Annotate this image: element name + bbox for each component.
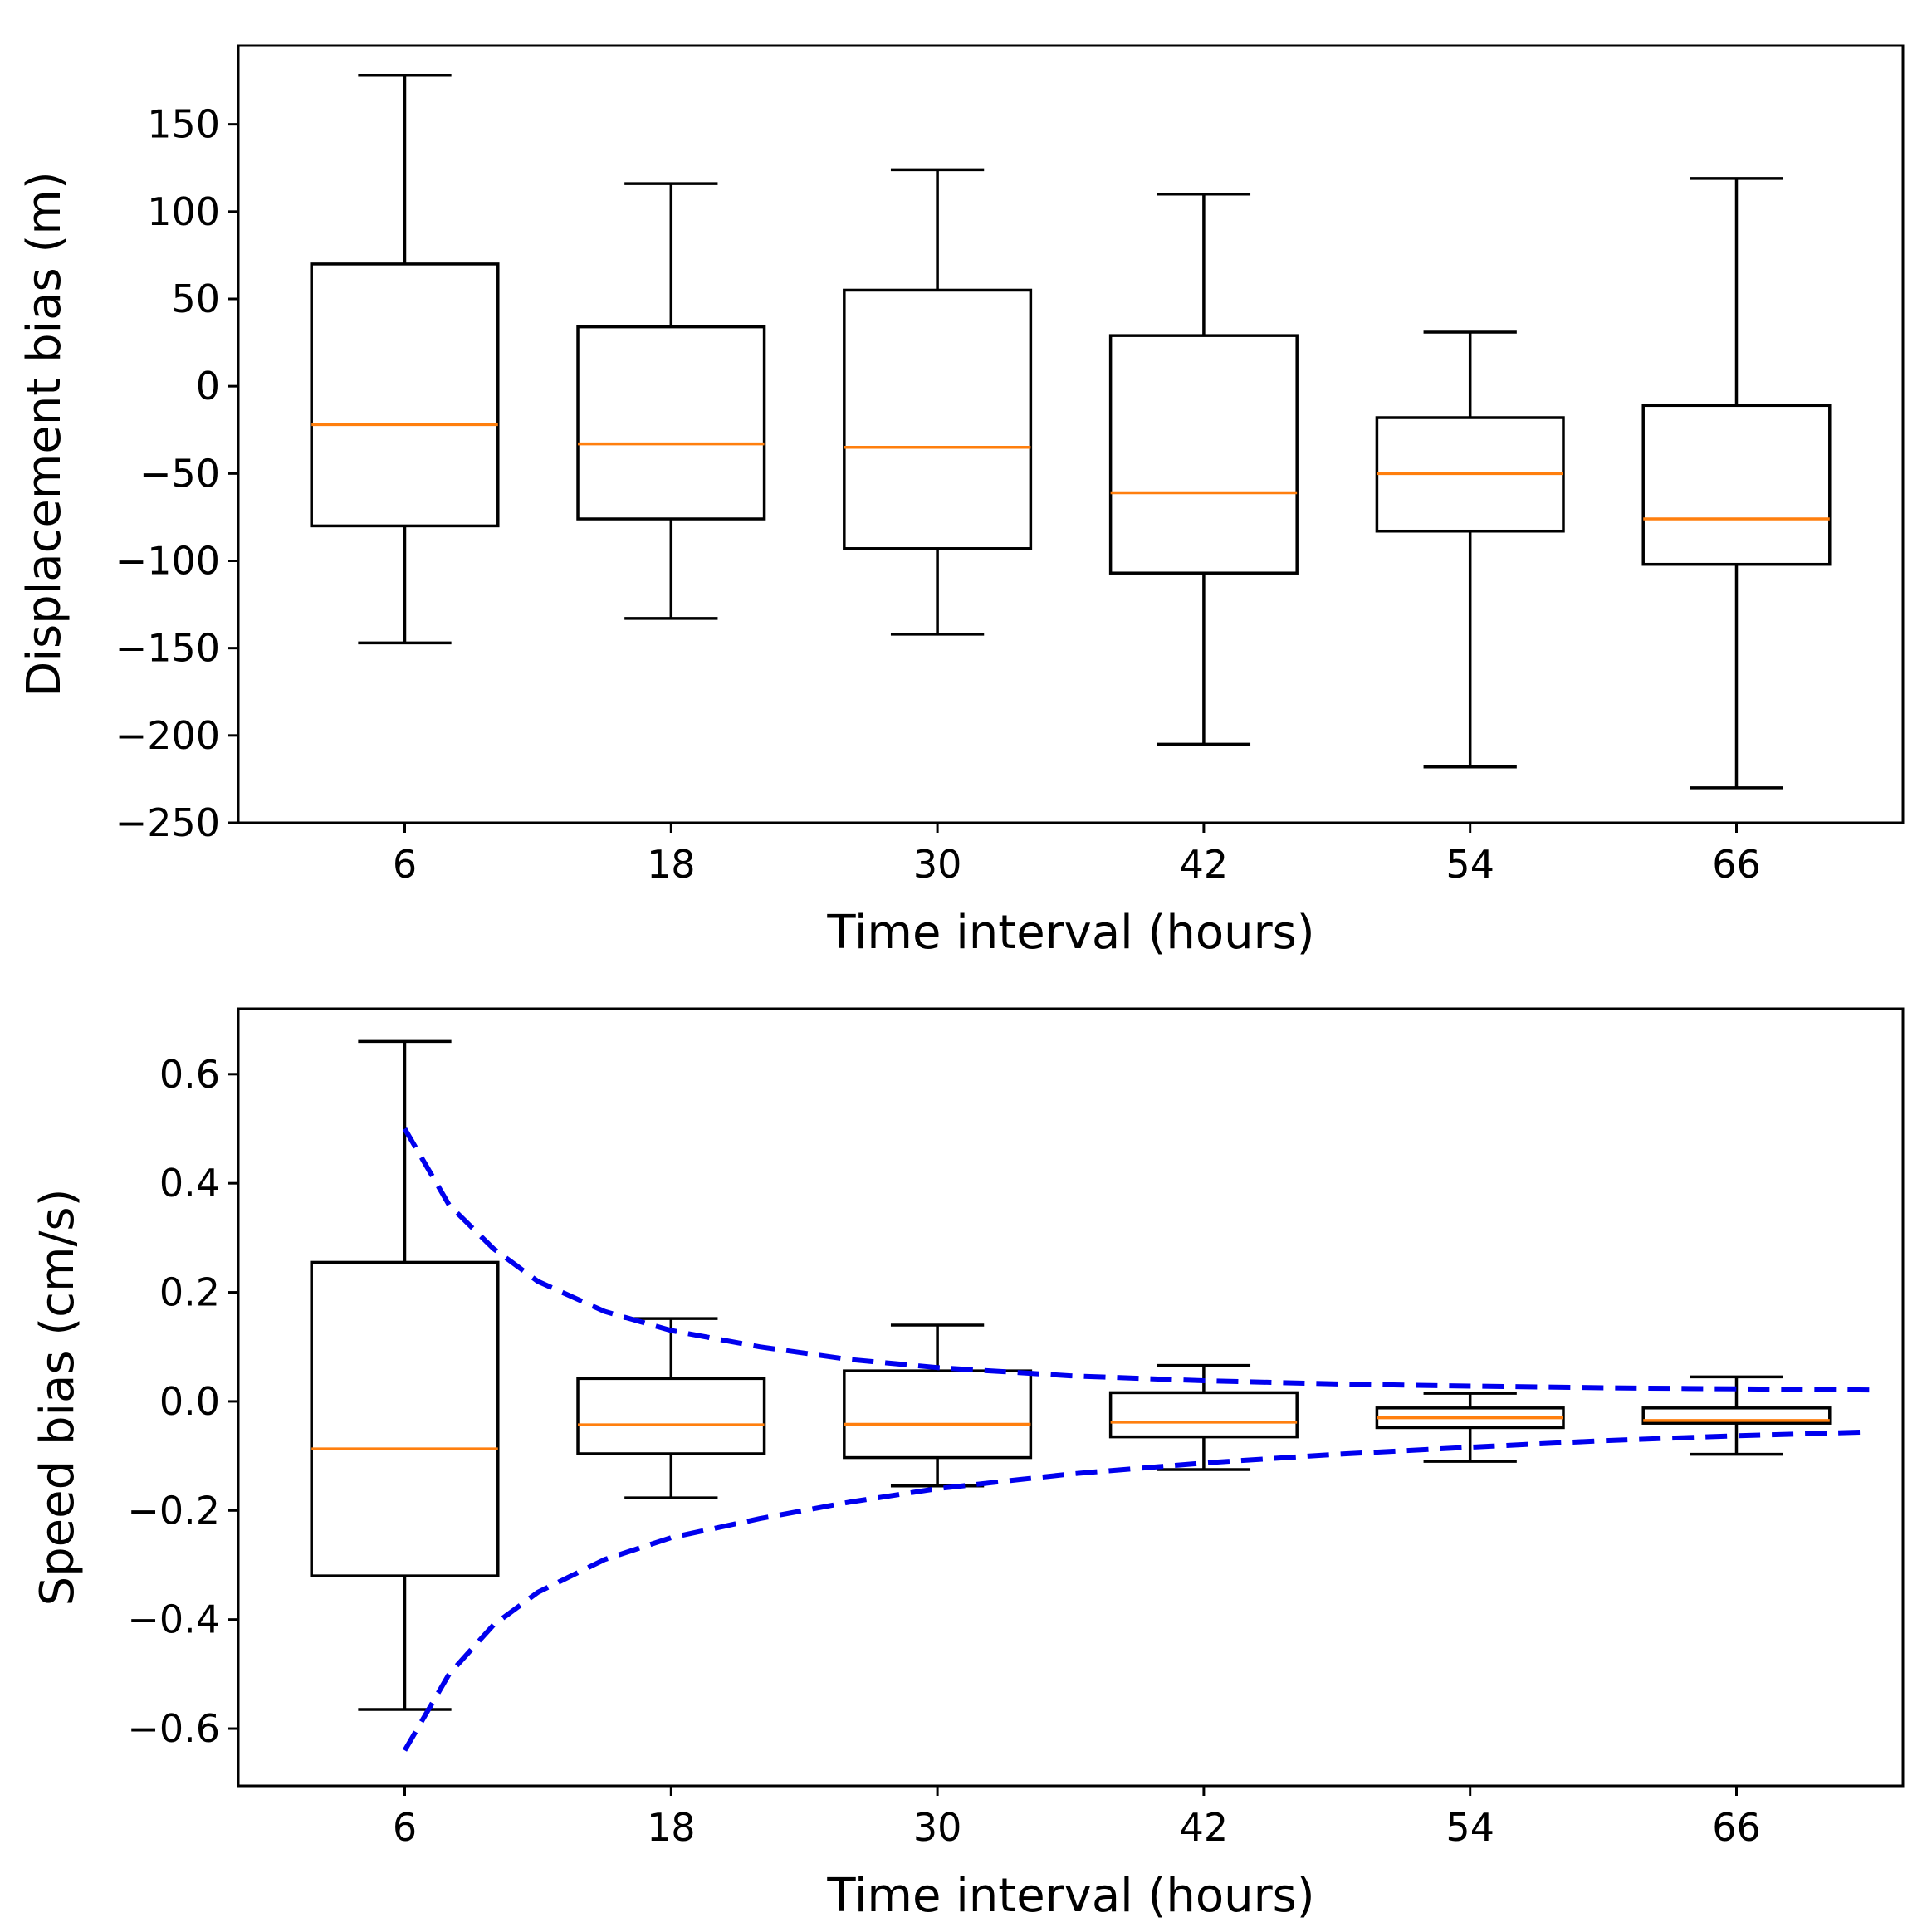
interquartile-box bbox=[576, 325, 766, 521]
speed-x-tick-label: 54 bbox=[1445, 1805, 1494, 1850]
displacement-x-axis-label: Time interval (hours) bbox=[826, 906, 1314, 960]
speed-y-tick-label: 0.4 bbox=[159, 1161, 220, 1206]
speed-chart: 0.6 0.4 0.2 0.0 −0.2 −0.4 −0.6 6 18 30 42 54 66 Tim… bbox=[31, 1007, 1905, 1923]
speed-y-tick-label: 0.2 bbox=[159, 1270, 220, 1315]
speed-y-tick-label: −0.6 bbox=[127, 1706, 220, 1751]
interquartile-box bbox=[310, 1260, 500, 1577]
speed-x-ticks: 6 18 30 42 54 66 bbox=[393, 1786, 1761, 1850]
speed-x-tick-label: 18 bbox=[647, 1805, 696, 1850]
speed-y-axis-label: Speed bias (cm/s) bbox=[31, 1189, 85, 1607]
speed-box-66 bbox=[1641, 1375, 1832, 1456]
speed-y-tick-label: −0.2 bbox=[127, 1488, 220, 1533]
displacement-y-tick-label: 0 bbox=[196, 364, 220, 408]
lower-bound-curve bbox=[402, 1429, 1870, 1752]
interquartile-box bbox=[1641, 1406, 1832, 1425]
displacement-y-tick-label: −150 bbox=[115, 626, 220, 671]
displacement-chart: 150 100 50 0 −50 −100 −150 −200 −250 6 18 30 42 54 66… bbox=[17, 44, 1905, 960]
displacement-y-tick-label: 100 bbox=[147, 189, 220, 234]
displacement-y-ticks: 150 100 50 0 −50 −100 −150 −200 −250 bbox=[115, 102, 238, 845]
speed-box-42 bbox=[1108, 1363, 1299, 1471]
displacement-y-tick-label: 50 bbox=[171, 276, 220, 321]
displacement-box-18 bbox=[576, 182, 766, 620]
speed-y-ticks: 0.6 0.4 0.2 0.0 −0.2 −0.4 −0.6 bbox=[127, 1052, 238, 1751]
displacement-x-tick-label: 54 bbox=[1445, 842, 1494, 887]
speed-x-tick-label: 42 bbox=[1180, 1805, 1229, 1850]
speed-x-tick-label: 66 bbox=[1712, 1805, 1761, 1850]
displacement-box-6 bbox=[310, 74, 500, 645]
interquartile-box bbox=[1641, 404, 1832, 566]
displacement-boxes bbox=[310, 74, 1832, 790]
displacement-y-tick-label: −50 bbox=[139, 451, 220, 496]
displacement-box-42 bbox=[1108, 193, 1299, 746]
interquartile-box bbox=[1108, 334, 1299, 575]
speed-y-tick-label: 0.6 bbox=[159, 1052, 220, 1097]
displacement-x-tick-label: 30 bbox=[913, 842, 962, 887]
speed-y-tick-label: −0.4 bbox=[127, 1597, 220, 1642]
interquartile-box bbox=[310, 262, 500, 528]
displacement-x-ticks: 6 18 30 42 54 66 bbox=[393, 823, 1761, 887]
interquartile-box bbox=[576, 1377, 766, 1455]
interquartile-box bbox=[1108, 1391, 1299, 1439]
speed-box-54 bbox=[1375, 1392, 1565, 1463]
speed-bound-curves bbox=[402, 1127, 1870, 1752]
interquartile-box bbox=[843, 288, 1033, 550]
speed-box-6 bbox=[310, 1039, 500, 1711]
speed-box-30 bbox=[843, 1323, 1033, 1488]
displacement-y-tick-label: −100 bbox=[115, 538, 220, 583]
speed-y-tick-label: 0.0 bbox=[159, 1379, 220, 1424]
speed-boxes bbox=[310, 1039, 1832, 1711]
displacement-x-tick-label: 6 bbox=[393, 842, 417, 887]
speed-x-axis-label: Time interval (hours) bbox=[826, 1869, 1314, 1923]
speed-x-tick-label: 6 bbox=[393, 1805, 417, 1850]
displacement-y-tick-label: 150 bbox=[147, 102, 220, 147]
displacement-x-tick-label: 18 bbox=[647, 842, 696, 887]
displacement-box-30 bbox=[843, 168, 1033, 636]
speed-x-tick-label: 30 bbox=[913, 1805, 962, 1850]
displacement-x-tick-label: 66 bbox=[1712, 842, 1761, 887]
displacement-box-54 bbox=[1375, 330, 1565, 769]
displacement-box-66 bbox=[1641, 177, 1832, 790]
upper-bound-curve bbox=[402, 1127, 1870, 1393]
displacement-y-tick-label: −250 bbox=[115, 800, 220, 845]
interquartile-box bbox=[843, 1369, 1033, 1460]
speed-plot-frame bbox=[237, 1007, 1905, 1788]
displacement-x-tick-label: 42 bbox=[1180, 842, 1229, 887]
displacement-plot-frame bbox=[237, 44, 1905, 824]
displacement-y-axis-label: Displacement bias (m) bbox=[17, 171, 71, 697]
displacement-y-tick-label: −200 bbox=[115, 713, 220, 758]
